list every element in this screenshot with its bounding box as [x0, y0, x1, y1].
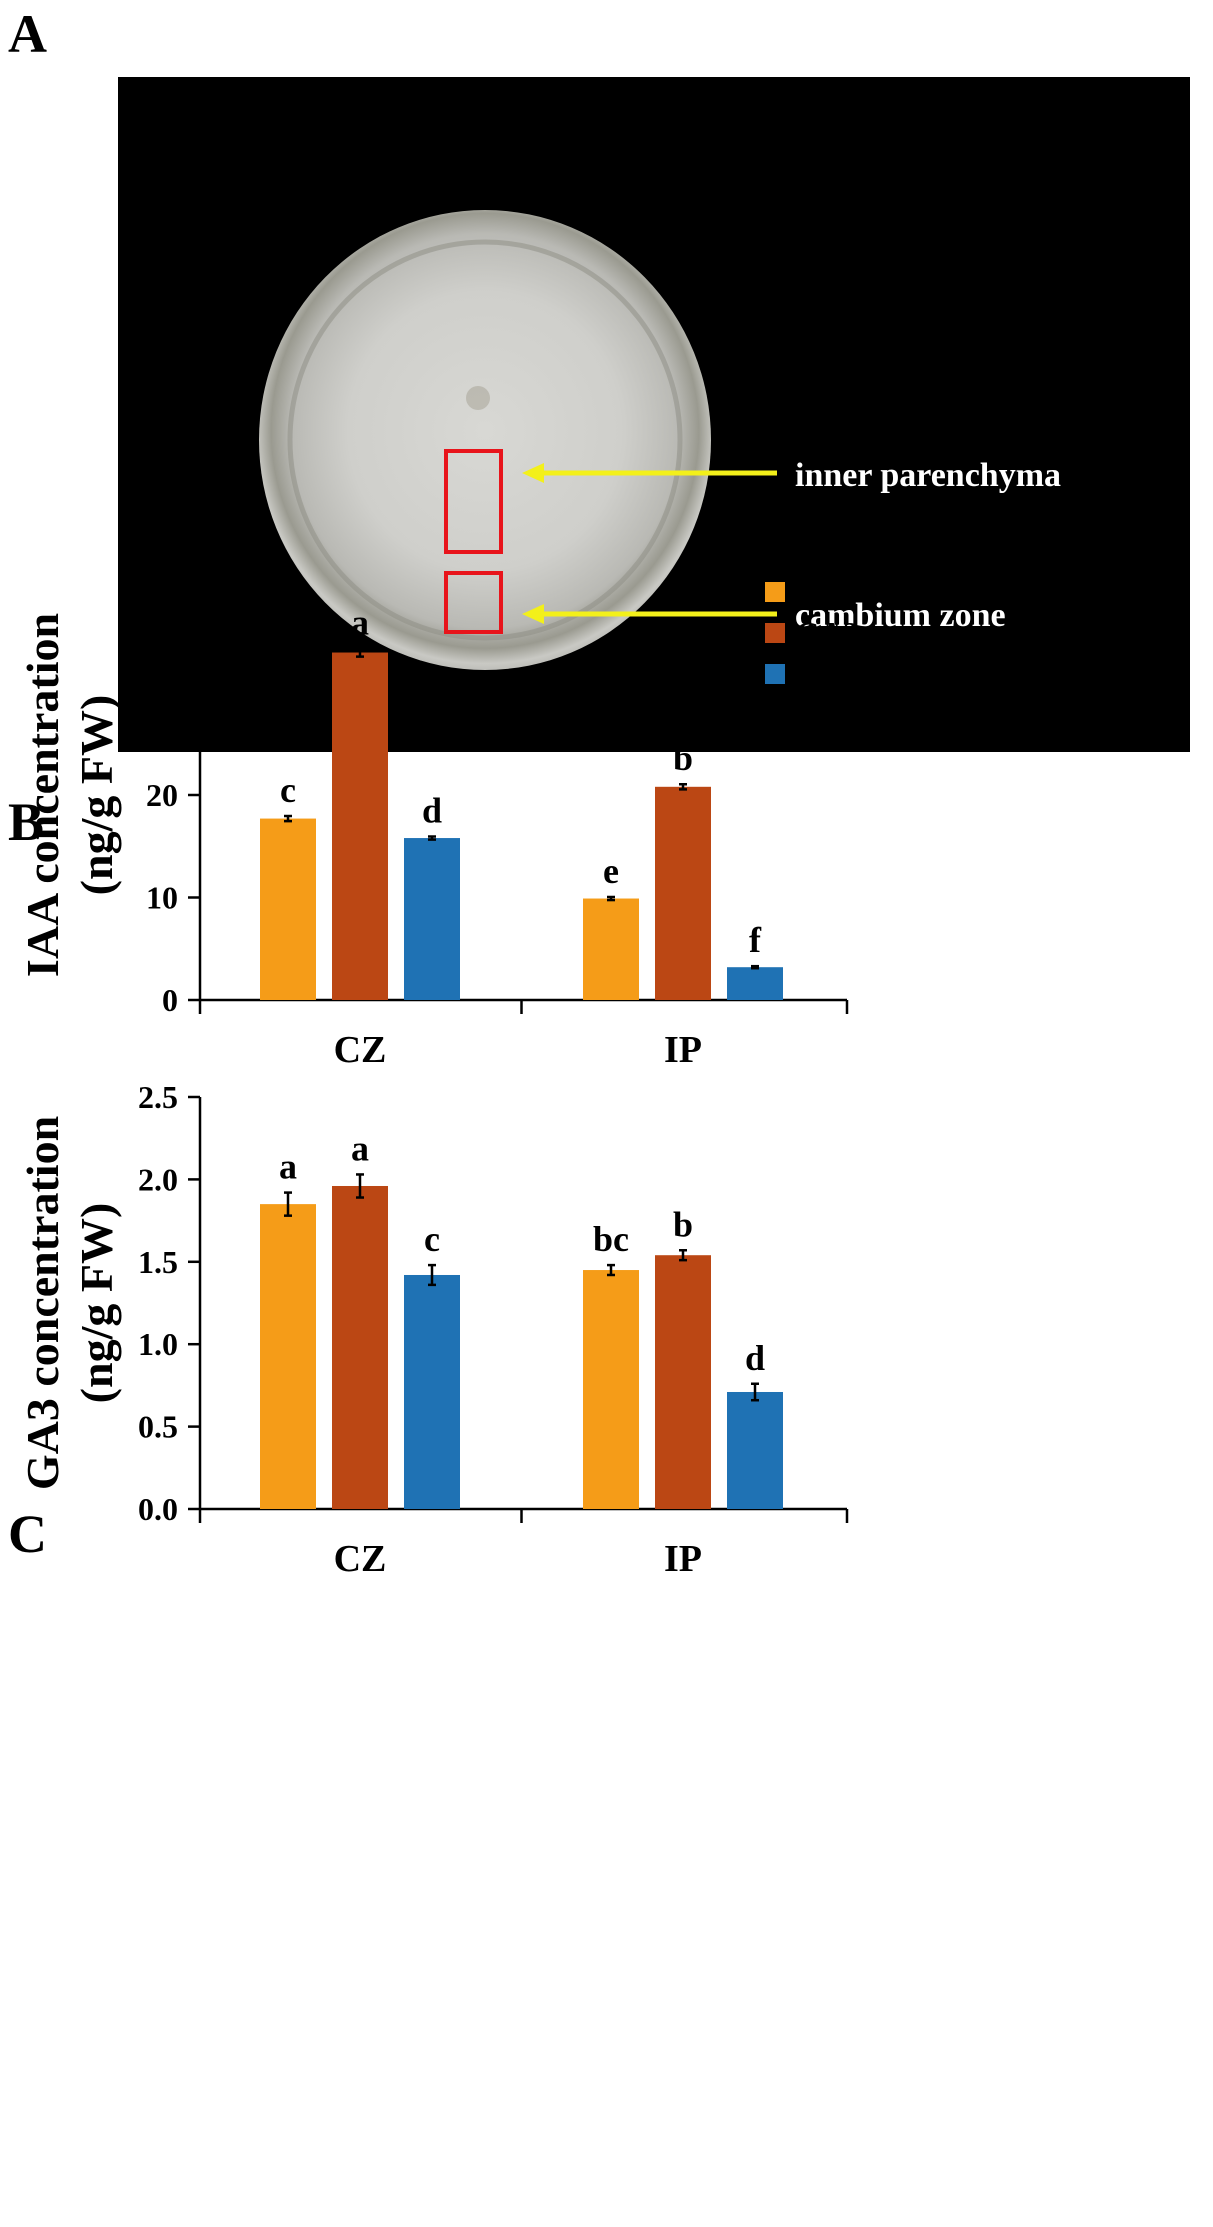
legend-swatch-pbz	[765, 664, 785, 684]
bar-ck-cz	[260, 818, 316, 1000]
significance-letter: f	[749, 920, 762, 960]
legend-swatch-ck	[765, 582, 785, 602]
panel-c-letter: C	[8, 1504, 47, 1564]
bar-ga3-ip	[655, 786, 711, 1000]
panel-a-letter: A	[8, 4, 47, 64]
root-cross-section	[259, 210, 711, 670]
cambium-zone-box	[444, 571, 503, 634]
cambium-ring	[287, 239, 683, 641]
significance-letter: a	[279, 1147, 297, 1187]
y-tick-label: 10	[146, 880, 178, 916]
y-tick-label: 0.5	[138, 1409, 178, 1445]
category-label-ip: IP	[664, 1538, 702, 1580]
bar-pbz-cz	[404, 1274, 460, 1509]
legend-label-ga3: GA3	[795, 615, 859, 651]
legend-label-pbz: PBZ	[795, 656, 857, 692]
significance-letter: c	[424, 1219, 440, 1259]
significance-letter: d	[422, 791, 442, 831]
bar-ck-ip	[583, 898, 639, 1000]
significance-letter: b	[673, 1204, 693, 1244]
y-tick-label: 20	[146, 777, 178, 813]
significance-letter: a	[351, 602, 369, 642]
significance-letter: e	[603, 851, 619, 891]
y-tick-label: 0.0	[138, 1491, 178, 1527]
category-label-ip: IP	[664, 1029, 702, 1071]
category-label-cz: CZ	[334, 1538, 387, 1580]
y-axis-label: GA3 concentration	[17, 1116, 68, 1490]
y-tick-label: 30	[146, 675, 178, 711]
significance-letter: bc	[593, 1219, 629, 1259]
significance-letter: c	[280, 770, 296, 810]
y-axis-label: IAA concentration	[17, 613, 68, 977]
significance-letter: b	[673, 738, 693, 778]
ga3-chart: 0.0 0.5 1.0 1.5 2.0 2.5 GA3 concentration (ng/g…	[17, 1079, 849, 1580]
bar-pbz-ip	[727, 1391, 783, 1509]
category-label-cz: CZ	[334, 1029, 387, 1071]
cambium-zone-arrowhead	[522, 604, 544, 624]
y-tick-label: 40	[146, 572, 178, 608]
bar-ga3-cz	[332, 1185, 388, 1509]
cambium-zone-label: cambium zone	[795, 597, 1006, 634]
panel-b-letter: B	[8, 792, 44, 852]
cross-section-photo: inner parenchyma cambium zone	[118, 77, 1190, 752]
significance-letter: a	[351, 1128, 369, 1168]
root-center	[466, 386, 490, 410]
y-axis-label: (ng/g FW)	[71, 1203, 122, 1404]
significance-letter: d	[745, 1338, 765, 1378]
iaa-chart: 0 10 20 30 40 IAA concentration (ng/g FW) CZ c a d…	[17, 572, 859, 1071]
y-tick-label: 1.0	[138, 1326, 178, 1362]
y-tick-label: 1.5	[138, 1244, 178, 1280]
inner-parenchyma-box	[444, 449, 503, 554]
y-tick-label: 0	[162, 982, 178, 1018]
legend-swatch-ga3	[765, 623, 785, 643]
bar-pbz-cz	[404, 838, 460, 1000]
y-tick-label: 2.0	[138, 1161, 178, 1197]
inner-parenchyma-label: inner parenchyma	[795, 457, 1061, 494]
bar-ck-cz	[260, 1204, 316, 1509]
bar-ck-ip	[583, 1270, 639, 1509]
legend-label-ck: CK	[795, 574, 843, 610]
bar-pbz-ip	[727, 967, 783, 1000]
y-tick-label: 2.5	[138, 1079, 178, 1115]
inner-parenchyma-arrowhead	[522, 463, 544, 483]
bar-ga3-ip	[655, 1255, 711, 1509]
y-axis-label: (ng/g FW)	[71, 695, 122, 896]
bar-ga3-cz	[332, 652, 388, 1000]
